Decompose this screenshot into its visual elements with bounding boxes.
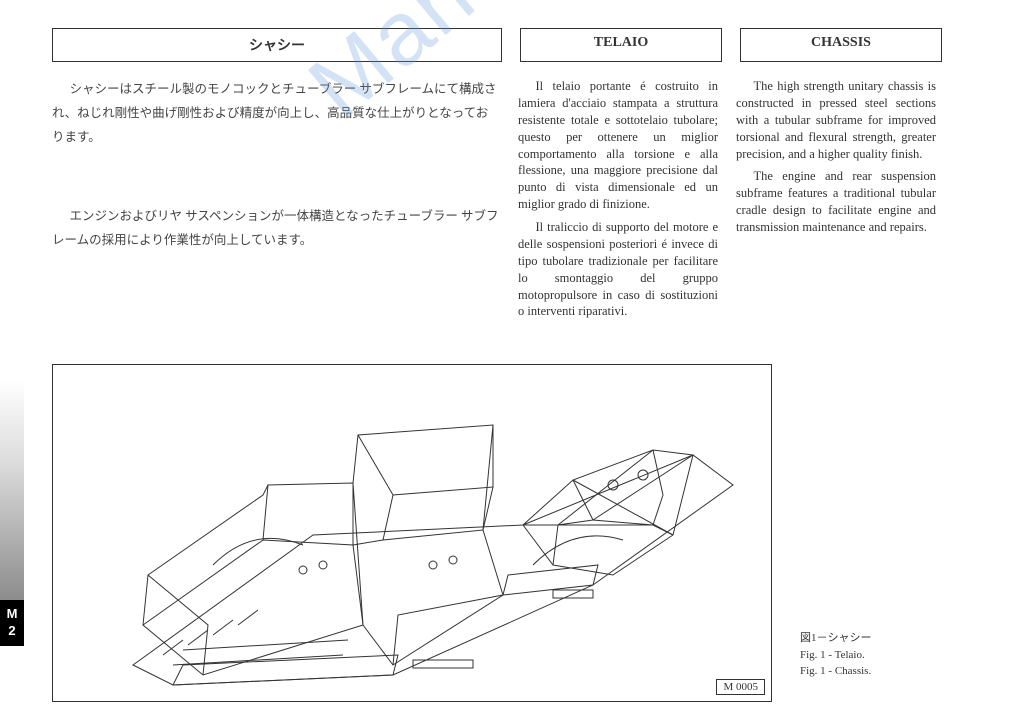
chassis-svg xyxy=(53,365,771,701)
side-gradient xyxy=(0,380,24,600)
it-paragraph-1: Il telaio portante é costruito in lamier… xyxy=(518,78,718,213)
jp-paragraph-2: エンジンおよびリヤ サスペンションが一体構造となったチューブラー サブフレームの… xyxy=(52,205,500,253)
section-tab: M 2 xyxy=(0,600,24,646)
figure-captions: 図1－シャシー Fig. 1 - Telaio. Fig. 1 - Chassi… xyxy=(800,630,872,680)
column-japanese: シャシーはスチール製のモノコックとチューブラー サブフレームにて構成され、ねじれ… xyxy=(52,78,500,326)
section-letter: M xyxy=(0,606,24,623)
caption-it: Fig. 1 - Telaio. xyxy=(800,647,872,664)
diagram-reference: M 0005 xyxy=(716,679,765,695)
en-paragraph-1: The high strength unitary chassis is con… xyxy=(736,78,936,162)
chassis-diagram: M 0005 xyxy=(52,364,772,702)
header-it: TELAIO xyxy=(520,28,722,62)
caption-jp: 図1－シャシー xyxy=(800,630,872,647)
it-paragraph-2: Il traliccio di supporto del motore e de… xyxy=(518,219,718,320)
header-row: シャシー TELAIO CHASSIS xyxy=(0,0,1011,74)
header-jp: シャシー xyxy=(52,28,502,62)
body-text-row: シャシーはスチール製のモノコックとチューブラー サブフレームにて構成され、ねじれ… xyxy=(0,74,1011,326)
section-number: 2 xyxy=(0,623,24,640)
column-english: The high strength unitary chassis is con… xyxy=(736,78,936,326)
column-italian: Il telaio portante é costruito in lamier… xyxy=(518,78,718,326)
caption-en: Fig. 1 - Chassis. xyxy=(800,663,872,680)
en-paragraph-2: The engine and rear suspension subframe … xyxy=(736,168,936,236)
jp-paragraph-1: シャシーはスチール製のモノコックとチューブラー サブフレームにて構成され、ねじれ… xyxy=(52,78,500,149)
header-en: CHASSIS xyxy=(740,28,942,62)
